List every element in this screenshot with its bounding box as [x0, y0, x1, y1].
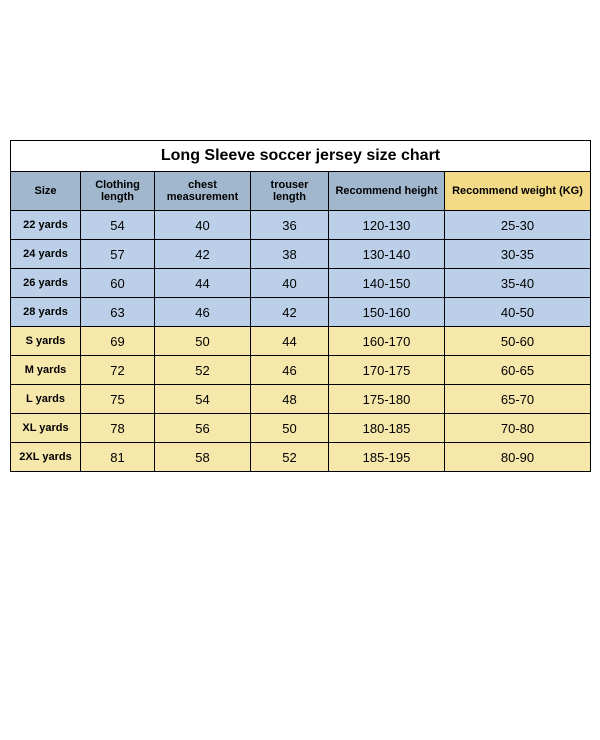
- cell: 54: [155, 385, 251, 414]
- cell: 44: [155, 269, 251, 298]
- table-row: 26 yards 60 44 40 140-150 35-40: [11, 269, 591, 298]
- col-header-height: Recommend height: [329, 172, 445, 211]
- table-row: 22 yards 54 40 36 120-130 25-30: [11, 211, 591, 240]
- cell-size: 22 yards: [11, 211, 81, 240]
- table-row: 2XL yards 81 58 52 185-195 80-90: [11, 443, 591, 472]
- cell: 44: [251, 327, 329, 356]
- cell: 42: [251, 298, 329, 327]
- table-row: S yards 69 50 44 160-170 50-60: [11, 327, 591, 356]
- cell: 56: [155, 414, 251, 443]
- cell: 80-90: [445, 443, 591, 472]
- cell: 120-130: [329, 211, 445, 240]
- cell: 72: [81, 356, 155, 385]
- cell-size: 26 yards: [11, 269, 81, 298]
- cell: 50: [251, 414, 329, 443]
- table-row: L yards 75 54 48 175-180 65-70: [11, 385, 591, 414]
- table-row: XL yards 78 56 50 180-185 70-80: [11, 414, 591, 443]
- cell: 42: [155, 240, 251, 269]
- cell-size: 28 yards: [11, 298, 81, 327]
- cell: 25-30: [445, 211, 591, 240]
- table-row: 28 yards 63 46 42 150-160 40-50: [11, 298, 591, 327]
- cell: 69: [81, 327, 155, 356]
- cell: 46: [155, 298, 251, 327]
- size-chart-table: Long Sleeve soccer jersey size chart Siz…: [10, 140, 591, 472]
- size-chart-container: Long Sleeve soccer jersey size chart Siz…: [0, 140, 600, 740]
- cell-size: L yards: [11, 385, 81, 414]
- cell-size: M yards: [11, 356, 81, 385]
- col-header-weight: Recommend weight (KG): [445, 172, 591, 211]
- cell: 65-70: [445, 385, 591, 414]
- cell: 58: [155, 443, 251, 472]
- cell: 180-185: [329, 414, 445, 443]
- cell: 175-180: [329, 385, 445, 414]
- col-header-size: Size: [11, 172, 81, 211]
- table-row: M yards 72 52 46 170-175 60-65: [11, 356, 591, 385]
- col-header-chest: chest measurement: [155, 172, 251, 211]
- cell: 50: [155, 327, 251, 356]
- cell: 170-175: [329, 356, 445, 385]
- cell: 60-65: [445, 356, 591, 385]
- cell: 140-150: [329, 269, 445, 298]
- cell: 36: [251, 211, 329, 240]
- cell: 81: [81, 443, 155, 472]
- cell: 35-40: [445, 269, 591, 298]
- cell: 130-140: [329, 240, 445, 269]
- cell-size: XL yards: [11, 414, 81, 443]
- cell: 52: [251, 443, 329, 472]
- cell: 54: [81, 211, 155, 240]
- cell: 75: [81, 385, 155, 414]
- cell: 60: [81, 269, 155, 298]
- cell: 52: [155, 356, 251, 385]
- cell: 48: [251, 385, 329, 414]
- cell: 30-35: [445, 240, 591, 269]
- table-title-row: Long Sleeve soccer jersey size chart: [11, 141, 591, 172]
- col-header-clothing: Clothing length: [81, 172, 155, 211]
- cell-size: S yards: [11, 327, 81, 356]
- cell: 57: [81, 240, 155, 269]
- cell-size: 2XL yards: [11, 443, 81, 472]
- table-row: 24 yards 57 42 38 130-140 30-35: [11, 240, 591, 269]
- cell: 40-50: [445, 298, 591, 327]
- cell: 40: [251, 269, 329, 298]
- cell: 185-195: [329, 443, 445, 472]
- cell: 150-160: [329, 298, 445, 327]
- cell: 40: [155, 211, 251, 240]
- table-header-row: Size Clothing length chest measurement t…: [11, 172, 591, 211]
- cell: 50-60: [445, 327, 591, 356]
- cell: 78: [81, 414, 155, 443]
- table-title: Long Sleeve soccer jersey size chart: [11, 141, 591, 172]
- cell: 46: [251, 356, 329, 385]
- cell: 160-170: [329, 327, 445, 356]
- cell: 63: [81, 298, 155, 327]
- col-header-trouser: trouser length: [251, 172, 329, 211]
- cell: 38: [251, 240, 329, 269]
- cell-size: 24 yards: [11, 240, 81, 269]
- cell: 70-80: [445, 414, 591, 443]
